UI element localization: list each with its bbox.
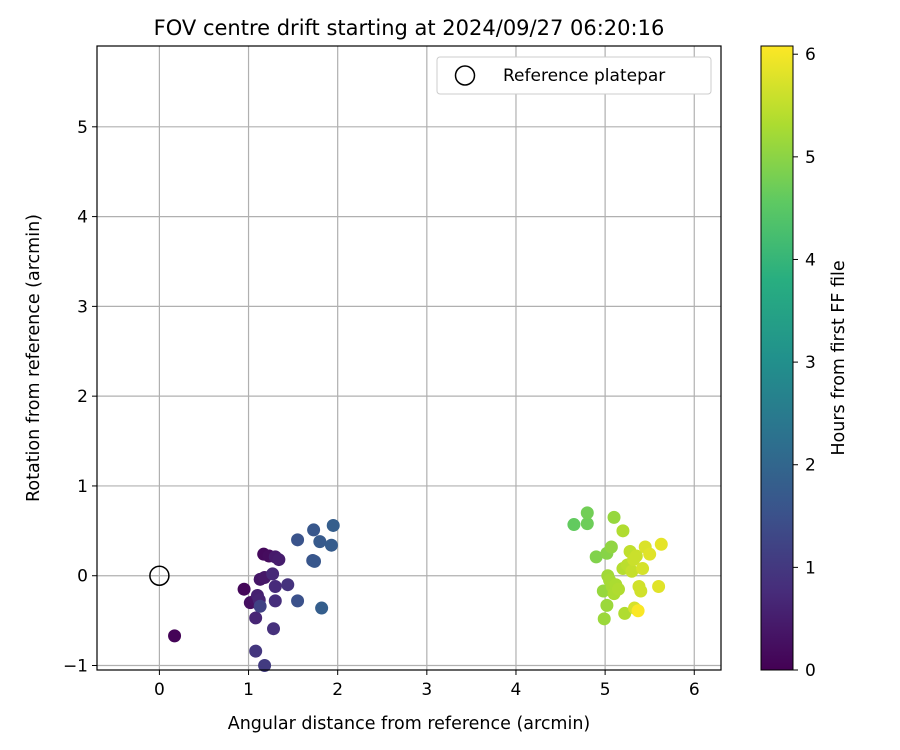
- data-point: [315, 601, 329, 615]
- data-point: [652, 580, 666, 594]
- y-axis-label: Rotation from reference (arcmin): [24, 214, 44, 502]
- data-point: [631, 604, 645, 618]
- colorbar: 0 1 2 3 4 5 6 Hours from first FF file: [760, 45, 849, 681]
- colorbar-tick-label: 5: [805, 148, 816, 168]
- data-point: [597, 612, 611, 626]
- x-tick-label: 3: [421, 680, 432, 700]
- data-point: [281, 578, 295, 592]
- data-point: [249, 611, 263, 625]
- y-tick-label: 2: [77, 387, 88, 407]
- data-point: [324, 538, 338, 552]
- colorbar-tick-label: 2: [805, 456, 816, 476]
- x-tick-label: 4: [511, 680, 522, 700]
- data-point: [307, 523, 321, 537]
- data-point: [326, 518, 340, 532]
- data-point: [249, 644, 263, 658]
- data-point: [629, 549, 643, 563]
- data-points: [168, 506, 668, 673]
- data-point: [580, 517, 594, 531]
- y-tick-label: −1: [63, 657, 88, 677]
- reference-marker: [149, 565, 170, 586]
- colorbar-ticks: 0 1 2 3 4 5 6: [793, 45, 816, 681]
- y-tick-label: 3: [77, 297, 88, 317]
- data-point: [636, 562, 650, 576]
- legend-entry-reference: Reference platepar: [503, 66, 665, 86]
- data-point: [600, 598, 614, 612]
- data-point: [604, 540, 618, 554]
- colorbar-label: Hours from first FF file: [829, 260, 849, 455]
- x-tick-label: 1: [243, 680, 254, 700]
- data-point: [313, 535, 327, 549]
- x-tick-label: 6: [689, 680, 700, 700]
- colorbar-tick-label: 4: [805, 250, 816, 270]
- data-point: [607, 510, 621, 524]
- data-point: [291, 533, 305, 547]
- y-tick-label: 0: [77, 567, 88, 587]
- data-point: [654, 537, 668, 551]
- data-point: [616, 524, 630, 538]
- x-tick-label: 5: [600, 680, 611, 700]
- legend-marker-reference: [454, 65, 476, 86]
- legend-box: [436, 56, 712, 95]
- data-point: [308, 554, 322, 568]
- data-point: [267, 622, 281, 636]
- data-point: [237, 582, 251, 596]
- y-tick-label: 4: [77, 208, 88, 228]
- data-point: [268, 580, 282, 594]
- data-point: [634, 584, 648, 598]
- x-tick-label: 0: [154, 680, 165, 700]
- data-point: [268, 594, 282, 608]
- data-point: [291, 594, 305, 608]
- reference-marker-group: [149, 565, 170, 586]
- data-point: [253, 599, 267, 613]
- chart-title: FOV centre drift starting at 2024/09/27 …: [154, 16, 665, 40]
- data-point: [258, 659, 272, 673]
- plot-frame: [96, 45, 722, 671]
- data-point: [625, 564, 639, 578]
- grid: [97, 46, 721, 670]
- data-point: [611, 582, 625, 596]
- data-point: [168, 629, 182, 643]
- legend: Reference platepar: [436, 56, 712, 95]
- data-point: [266, 567, 280, 581]
- colorbar-tick-label: 6: [805, 45, 816, 65]
- colorbar-tick-label: 1: [805, 558, 816, 578]
- y-axis: −1 0 1 2 3 4 5: [63, 118, 97, 677]
- y-tick-label: 1: [77, 477, 88, 497]
- data-point: [643, 547, 657, 561]
- data-point: [567, 518, 581, 532]
- data-point: [589, 550, 603, 564]
- data-point: [272, 553, 286, 567]
- data-point: [580, 506, 594, 520]
- x-axis: 0 1 2 3 4 5 6: [154, 670, 700, 700]
- x-axis-label: Angular distance from reference (arcmin): [228, 714, 591, 734]
- data-point: [618, 606, 632, 620]
- x-tick-label: 2: [332, 680, 343, 700]
- colorbar-gradient: [760, 45, 794, 671]
- colorbar-tick-label: 3: [805, 353, 816, 373]
- y-tick-label: 5: [77, 118, 88, 138]
- colorbar-tick-label: 0: [805, 661, 816, 681]
